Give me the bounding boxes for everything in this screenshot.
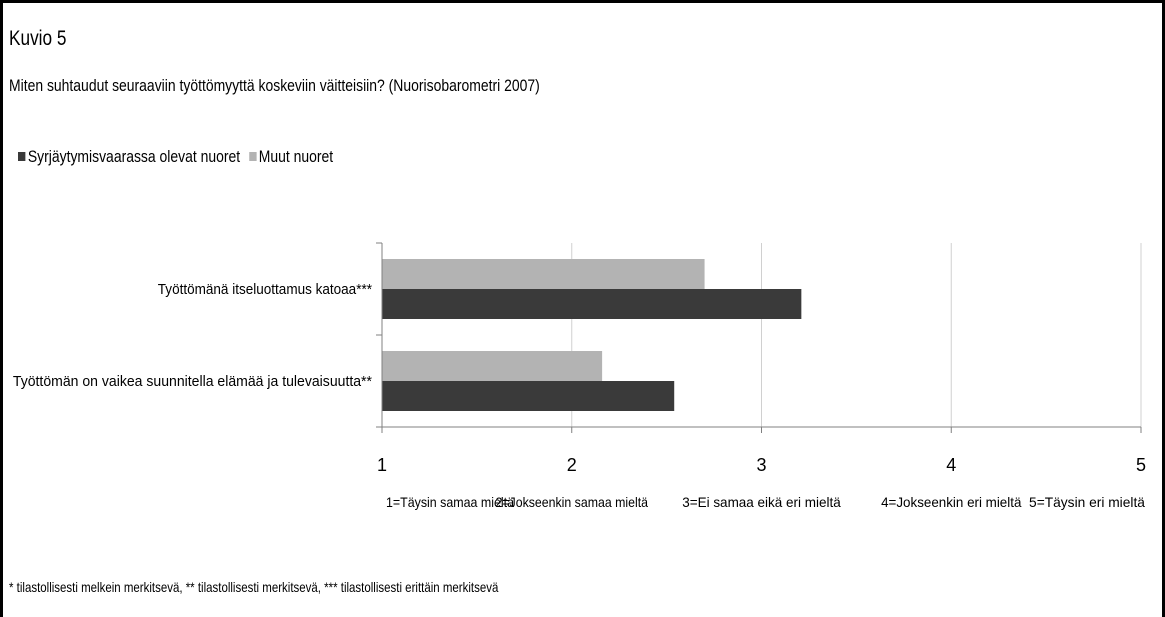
x-tick-label: 1 <box>377 455 387 475</box>
figure-title: Kuvio 5 <box>9 27 67 50</box>
figure-subtitle: Miten suhtaudut seuraaviin työttömyyttä … <box>9 76 540 95</box>
bar-series-2-category-1 <box>382 259 705 289</box>
bar-series-1-category-1 <box>382 289 802 319</box>
category-label: Työttömän on vaikea suunnitella elämää j… <box>13 373 372 390</box>
footnote: * tilastollisesti melkein merkitsevä, **… <box>9 579 499 595</box>
footnote-box: * tilastollisesti melkein merkitsevä, **… <box>9 579 606 595</box>
x-tick-label: 4 <box>946 455 956 475</box>
figure-title-box: Kuvio 5 <box>9 27 79 51</box>
figure-frame-right <box>1162 0 1165 617</box>
scale-label: 2=Jokseenkin samaa mieltä <box>496 494 649 510</box>
chart-legend: Syrjäytymisvaarassa olevat nuoret Muut n… <box>18 147 338 167</box>
legend-item-series-2: Muut nuoret <box>248 147 334 167</box>
legend-label-series-1: Syrjäytymisvaarassa olevat nuoret <box>27 147 241 166</box>
legend-swatch-light <box>248 152 257 161</box>
figure-subtitle-box: Miten suhtaudut seuraaviin työttömyyttä … <box>9 76 656 96</box>
legend-swatch-dark <box>18 152 26 161</box>
x-tick-label: 5 <box>1136 455 1146 475</box>
bar-series-2-category-2 <box>382 351 603 381</box>
legend-item-series-1: Syrjäytymisvaarassa olevat nuoret <box>18 147 240 167</box>
bar-series-1-category-2 <box>382 381 675 411</box>
x-tick-label: 2 <box>567 455 577 475</box>
category-label: Työttömänä itseluottamus katoaa*** <box>158 281 372 298</box>
scale-label: 5=Täysin eri mieltä <box>1029 494 1145 510</box>
scale-label: 1=Täysin samaa mieltä <box>386 494 514 510</box>
legend-label-series-2: Muut nuoret <box>258 147 334 166</box>
x-tick-label: 3 <box>756 455 766 475</box>
scale-label: 3=Ei samaa eikä eri mieltä <box>682 494 841 510</box>
figure-frame-left <box>0 0 3 617</box>
scale-label: 4=Jokseenkin eri mieltä <box>881 494 1022 510</box>
figure-frame-top <box>0 0 1165 3</box>
